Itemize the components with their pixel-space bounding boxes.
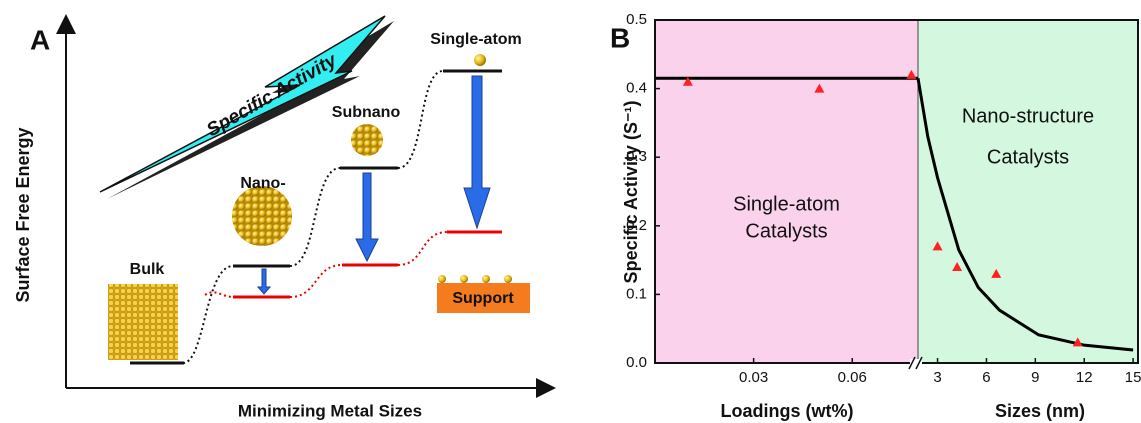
stage-label: Nano-	[240, 175, 285, 192]
dotted-curve	[183, 266, 233, 363]
dotted-curve	[205, 292, 233, 297]
x-tick-label: 3	[933, 369, 941, 386]
x-tick-label: 9	[1031, 369, 1039, 386]
figure: A Surface Free Energy Minimizing Metal S…	[0, 0, 1141, 423]
trend-label: Specific Activity	[203, 49, 341, 141]
y-axis-label: Specific Activity (S⁻¹)	[621, 101, 641, 284]
x-tick-label: 15	[1125, 369, 1141, 386]
atom	[438, 275, 446, 283]
backgrounds	[655, 20, 1138, 363]
x-tick-label: 0.03	[739, 369, 768, 386]
drop-arrow	[258, 269, 270, 294]
subnano-cluster	[351, 124, 383, 156]
dotted-curve	[398, 232, 447, 265]
dotted-curve	[290, 168, 340, 266]
panel-label: A	[30, 24, 50, 55]
dotted-curve	[290, 265, 342, 297]
y-tick-label: 0.3	[626, 148, 647, 165]
x-axis-label: Sizes (nm)	[995, 401, 1085, 421]
support-label: Support	[452, 290, 514, 307]
y-tick-label: 0.1	[626, 285, 647, 302]
single-atom	[474, 54, 486, 66]
y-tick-label: 0.5	[626, 11, 647, 28]
x-axis-label: Loadings (wt%)	[721, 401, 854, 421]
x-tick-label: 0.06	[838, 369, 867, 386]
panel-a: A Surface Free Energy Minimizing Metal S…	[13, 16, 552, 420]
region-label: Catalysts	[745, 220, 827, 242]
region-label: Single-atom	[733, 193, 840, 215]
panel-b: B Specific Activity (S⁻¹) Single-atomCat…	[610, 11, 1141, 421]
stage-label: Subnano	[332, 104, 401, 121]
drop-arrow	[464, 76, 490, 228]
x-tick-label: 12	[1076, 369, 1093, 386]
y-tick-label: 0.2	[626, 217, 647, 234]
stage-label: Single-atom	[430, 31, 522, 48]
region-background	[918, 20, 1138, 363]
region-label: Nano-structure	[962, 105, 1094, 127]
nano-cluster	[232, 186, 292, 246]
drop-arrow	[356, 173, 378, 261]
region-label: Catalysts	[987, 146, 1069, 168]
x-axis-label: Minimizing Metal Sizes	[238, 401, 422, 420]
atom	[482, 275, 490, 283]
dotted-curve	[398, 71, 443, 168]
atom	[460, 275, 468, 283]
y-axis-label: Surface Free Energy	[13, 127, 33, 302]
region-background	[655, 20, 918, 363]
y-tick-label: 0.0	[626, 354, 647, 371]
bulk-cube	[108, 284, 178, 360]
y-tick-label: 0.4	[626, 80, 647, 97]
x-tick-label: 6	[982, 369, 990, 386]
stage-label: Bulk	[130, 261, 165, 278]
atom	[504, 275, 512, 283]
